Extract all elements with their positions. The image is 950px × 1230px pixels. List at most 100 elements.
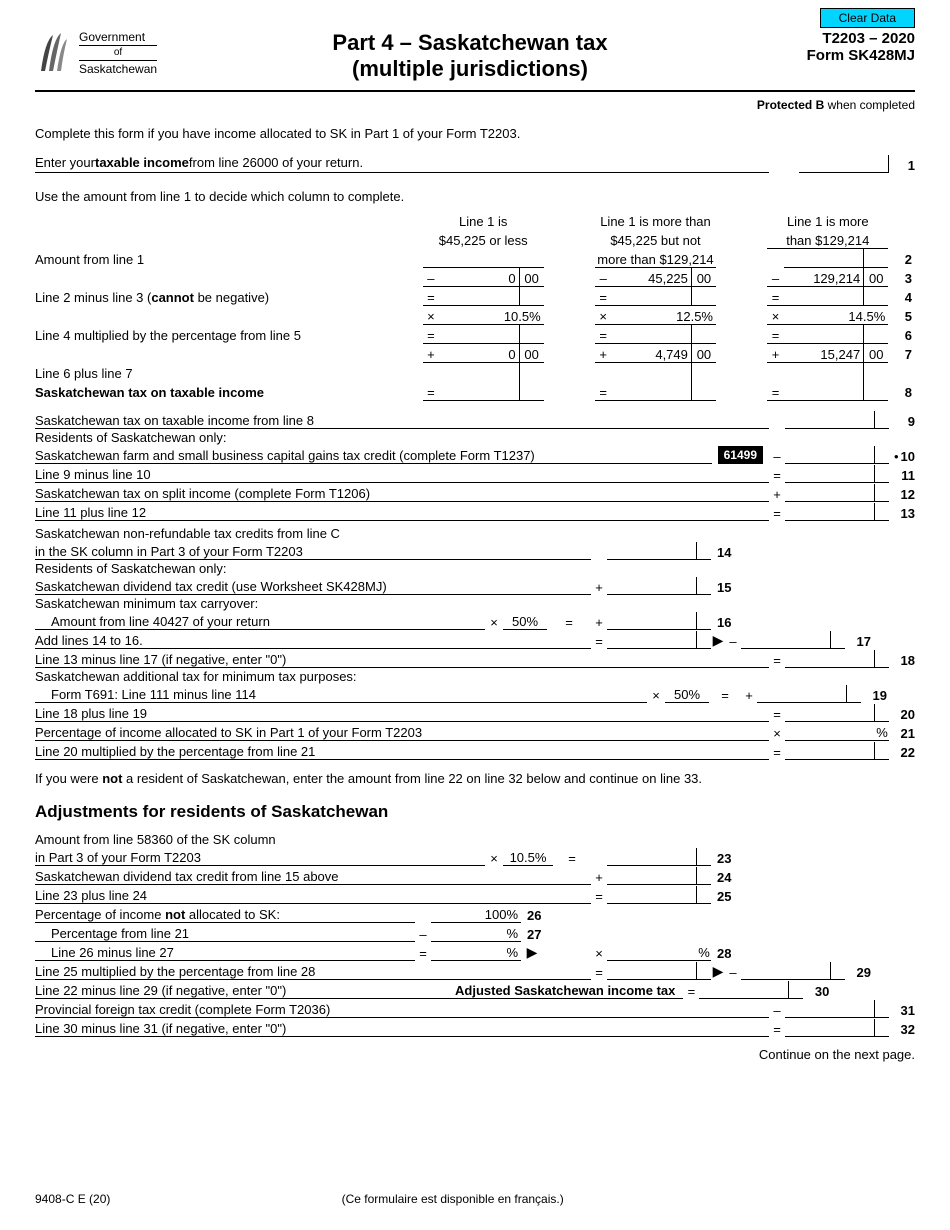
line-22-input[interactable]: [785, 742, 875, 760]
line-32-input[interactable]: [785, 1019, 875, 1037]
code-61499: 61499: [718, 446, 763, 464]
footer: 9408-C E (20) (Ce formulaire est disponi…: [35, 1192, 915, 1206]
line-28-input[interactable]: [607, 943, 697, 961]
saskatchewan-logo-icon: [35, 31, 71, 75]
logo-text-3: Saskatchewan: [79, 62, 157, 76]
line-18: Line 13 minus line 17 (if negative, ente…: [35, 650, 915, 668]
line-13-input[interactable]: [785, 503, 875, 521]
line-16-input[interactable]: [607, 612, 697, 630]
line-11-input[interactable]: [785, 465, 875, 483]
logo-text-2: of: [79, 47, 157, 59]
line-30: Line 22 minus line 29 (if negative, ente…: [35, 981, 915, 999]
line-17-input[interactable]: [741, 631, 831, 649]
line-19-base-input[interactable]: [591, 685, 647, 703]
line-6-c2[interactable]: [611, 324, 691, 343]
title-block: Part 4 – Saskatchewan tax (multiple juri…: [215, 30, 725, 82]
title-line-2: (multiple jurisdictions): [215, 56, 725, 82]
line-22: Line 20 multiplied by the percentage fro…: [35, 742, 915, 760]
line-14a: Saskatchewan non-refundable tax credits …: [35, 526, 915, 541]
logo-text-1: Government: [79, 30, 157, 44]
line-29-mid[interactable]: [607, 962, 697, 980]
row-2-desc: Amount from line 1: [35, 248, 423, 267]
line-12-input[interactable]: [785, 484, 875, 502]
line-31-input[interactable]: [785, 1000, 875, 1018]
line-31: Provincial foreign tax credit (complete …: [35, 1000, 915, 1018]
meta-block: T2203 – 2020 Form SK428MJ: [725, 30, 915, 64]
line-24-input[interactable]: [607, 867, 697, 885]
line-1-input[interactable]: [799, 155, 889, 173]
line-2-c3[interactable]: [784, 248, 864, 267]
line-14-input[interactable]: [607, 542, 697, 560]
line-1-row: Enter your taxable income from line 2600…: [35, 155, 915, 173]
footer-center: (Ce formulaire est disponible en françai…: [110, 1192, 795, 1206]
line-20-input[interactable]: [785, 704, 875, 722]
form-year: T2203 – 2020: [725, 30, 915, 47]
line-10b: Saskatchewan farm and small business cap…: [35, 446, 915, 464]
line-18-input[interactable]: [785, 650, 875, 668]
line-13: Line 11 plus line 12 = 13: [35, 503, 915, 521]
clear-data-button[interactable]: Clear Data: [820, 8, 915, 28]
line-28-mid[interactable]: %: [431, 943, 521, 961]
line-8-c1[interactable]: [439, 381, 519, 400]
line-25-input[interactable]: [607, 886, 697, 904]
line-16-base-input[interactable]: [415, 612, 485, 630]
intro-3: Use the amount from line 1 to decide whi…: [35, 189, 915, 204]
col1-hdr: Line 1 is: [423, 210, 544, 229]
line-8-c3[interactable]: [784, 381, 864, 400]
line-15a: Residents of Saskatchewan only:: [35, 561, 915, 576]
line-8-c2[interactable]: [611, 381, 691, 400]
line-6-c1[interactable]: [439, 324, 519, 343]
continue-label: Continue on the next page.: [35, 1047, 915, 1062]
intro-1: Complete this form if you have income al…: [35, 126, 915, 141]
line-12: Saskatchewan tax on split income (comple…: [35, 484, 915, 502]
line-16a: Saskatchewan minimum tax carryover:: [35, 596, 915, 611]
line-19a: Saskatchewan additional tax for minimum …: [35, 669, 915, 684]
line-30-input[interactable]: [699, 981, 789, 999]
line-4-c2[interactable]: [611, 286, 691, 305]
col2-hdr-a: Line 1 is more than: [595, 210, 716, 229]
line-17: Add lines 14 to 16. = ▶ – 17: [35, 631, 915, 649]
line-27-input[interactable]: %: [431, 924, 521, 942]
line-27: Percentage from line 21 – % 27: [35, 924, 915, 942]
line-14: in the SK column in Part 3 of your Form …: [35, 542, 915, 560]
tax-bracket-table: Line 1 is Line 1 is more than Line 1 is …: [35, 210, 915, 401]
form-id: Form SK428MJ: [725, 47, 915, 64]
title-line-1: Part 4 – Saskatchewan tax: [215, 30, 725, 56]
line-21-input[interactable]: [785, 723, 875, 741]
line-20: Line 18 plus line 19 = 20: [35, 704, 915, 722]
line-15-input[interactable]: [607, 577, 697, 595]
line-4-c1[interactable]: [439, 286, 519, 305]
line-16: Amount from line 40427 of your return × …: [35, 612, 915, 630]
row-8a-desc: Line 6 plus line 7: [35, 362, 423, 381]
line-23-input[interactable]: [607, 848, 697, 866]
note-line: If you were not a resident of Saskatchew…: [35, 771, 915, 786]
row-6-desc: Line 4 multiplied by the percentage from…: [35, 324, 423, 343]
line-15: Saskatchewan dividend tax credit (use Wo…: [35, 577, 915, 595]
line-26: Percentage of income not allocated to SK…: [35, 905, 915, 923]
line-num-1: 1: [889, 158, 915, 173]
col3-hdr-a: Line 1 is more: [767, 210, 888, 229]
line-21: Percentage of income allocated to SK in …: [35, 723, 915, 741]
logo-block: Government of Saskatchewan: [35, 30, 215, 77]
line-29: Line 25 multiplied by the percentage fro…: [35, 962, 915, 980]
section-2-title: Adjustments for residents of Saskatchewa…: [35, 802, 915, 822]
line-24: Saskatchewan dividend tax credit from li…: [35, 867, 915, 885]
line-10a: Residents of Saskatchewan only:: [35, 430, 915, 445]
row-8b-desc: Saskatchewan tax on taxable income: [35, 381, 423, 400]
line-9: Saskatchewan tax on taxable income from …: [35, 411, 915, 429]
line-19-input[interactable]: [757, 685, 847, 703]
header: Government of Saskatchewan Part 4 – Sask…: [35, 30, 915, 92]
line-23-base-input[interactable]: [415, 848, 485, 866]
line-4-c3[interactable]: [784, 286, 864, 305]
line-25: Line 23 plus line 24 = 25: [35, 886, 915, 904]
line-10-input[interactable]: [785, 446, 875, 464]
row-4-desc: Line 2 minus line 3 (cannot be negative): [35, 286, 423, 305]
line-28: Line 26 minus line 27 = % ▶ × % 28: [35, 943, 915, 961]
line-17-mid[interactable]: [607, 631, 697, 649]
line-9-input[interactable]: [785, 411, 875, 429]
footer-left: 9408-C E (20): [35, 1192, 110, 1206]
line-19: Form T691: Line 111 minus line 114 × 50%…: [35, 685, 915, 703]
line-23a: Amount from line 58360 of the SK column: [35, 832, 915, 847]
line-29-input[interactable]: [741, 962, 831, 980]
line-6-c3[interactable]: [784, 324, 864, 343]
